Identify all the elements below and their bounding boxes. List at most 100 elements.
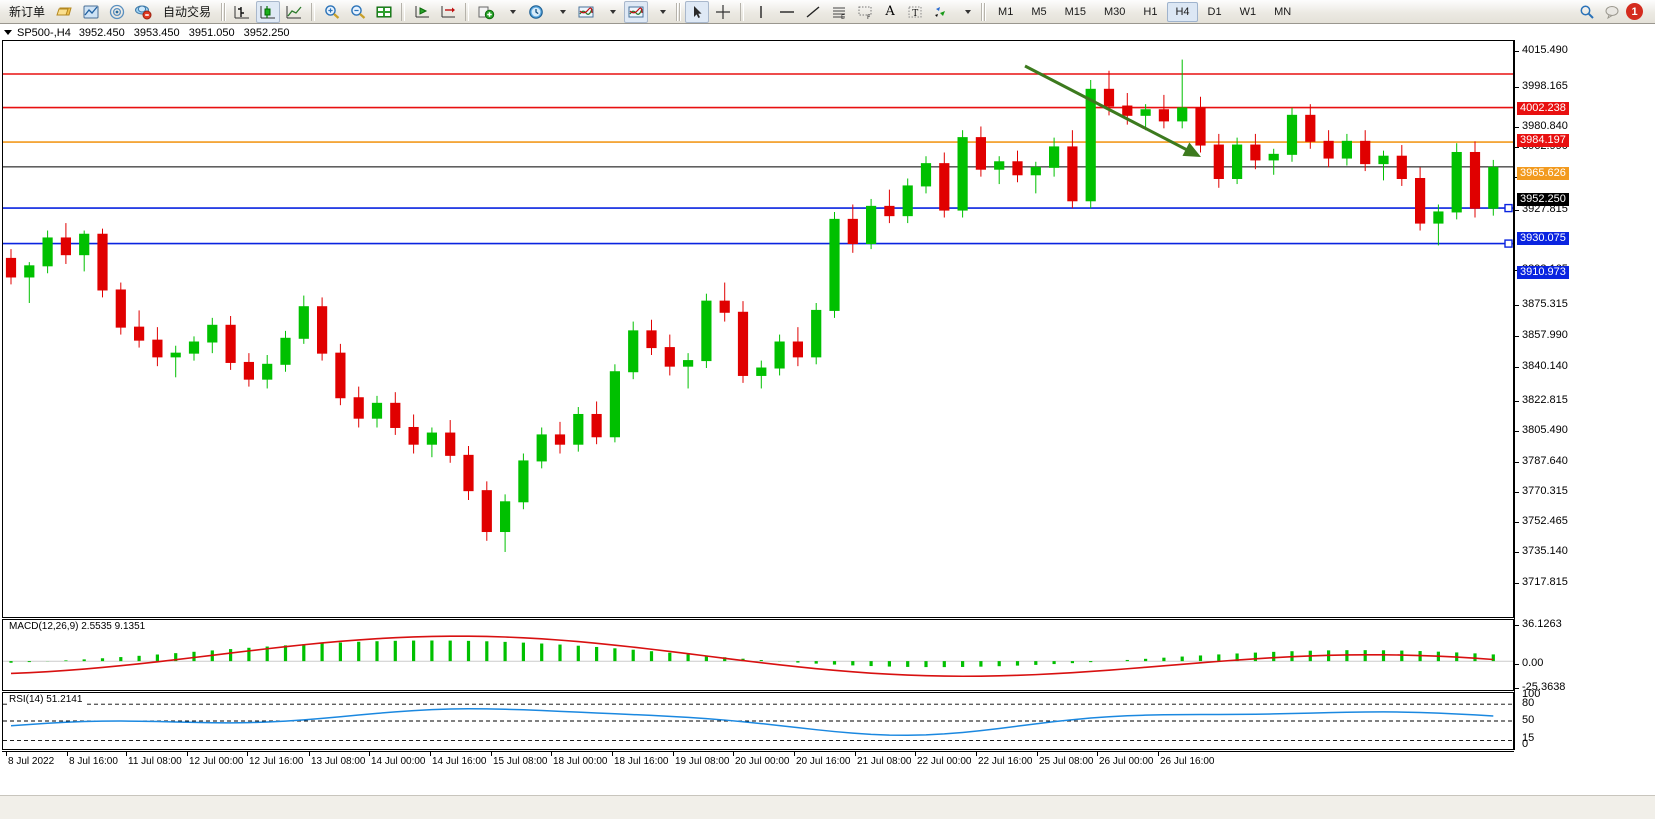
search-icon[interactable]: [1575, 1, 1599, 23]
price-level-label-blue[interactable]: 3930.075: [1517, 232, 1569, 245]
price-level-label-red[interactable]: 3984.197: [1517, 134, 1569, 147]
cursor-icon[interactable]: [685, 0, 710, 23]
zoom-out-icon[interactable]: [346, 1, 370, 23]
price-level-label-blue[interactable]: 3910.973: [1517, 266, 1569, 279]
chart-menu-caret-icon[interactable]: [4, 30, 12, 35]
candle: [115, 282, 126, 335]
folder-icon[interactable]: [53, 1, 77, 23]
templates-icon[interactable]: [574, 1, 598, 23]
rsi-pane[interactable]: RSI(14) 51.2141: [2, 692, 1514, 750]
candle: [1012, 150, 1023, 183]
trendline-icon[interactable]: [801, 1, 825, 23]
price-axis[interactable]: 4015.4903998.1653980.8403962.9903945.665…: [1514, 40, 1655, 750]
candle: [243, 353, 255, 387]
candle: [664, 334, 675, 376]
candle: [518, 453, 529, 510]
candle: [683, 353, 694, 389]
text-label-icon[interactable]: T: [903, 1, 927, 23]
price-chart-canvas: [3, 59, 1513, 552]
shapes-icon[interactable]: [929, 1, 953, 23]
candle: [975, 126, 986, 177]
chart-shift-icon[interactable]: [436, 1, 460, 23]
candle: [957, 130, 968, 218]
candle: [390, 392, 401, 435]
timeframe-m5[interactable]: M5: [1031, 5, 1047, 18]
auto-trading-button[interactable]: 自动交易: [157, 1, 217, 23]
vertical-line-icon[interactable]: [749, 1, 773, 23]
horizontal-line-icon[interactable]: [775, 1, 799, 23]
price-level-label-black[interactable]: 3952.250: [1517, 193, 1569, 206]
toolbar-grip-3[interactable]: [981, 2, 987, 21]
candle: [1268, 148, 1279, 175]
candle: [719, 282, 730, 322]
timeframe-m15[interactable]: M15: [1064, 5, 1086, 18]
candle: [737, 301, 749, 383]
candle: [1067, 130, 1078, 209]
zoom-in-icon[interactable]: [320, 1, 344, 23]
add-indicator-caret-icon[interactable]: [500, 1, 522, 23]
shapes-caret-icon[interactable]: [955, 1, 977, 23]
candle: [847, 204, 858, 253]
market-watch-icon[interactable]: [79, 1, 103, 23]
main-toolbar: 新订单 自动交易: [0, 0, 1655, 24]
toolbar-grip[interactable]: [221, 2, 227, 21]
ohlc-close: 3952.250: [243, 26, 290, 39]
candle: [994, 156, 1005, 185]
timeframe-m1[interactable]: M1: [998, 5, 1014, 18]
timeframe-mn[interactable]: MN: [1274, 5, 1292, 18]
candle: [1250, 133, 1261, 170]
candle: [1341, 133, 1353, 166]
macd-pane[interactable]: MACD(12,26,9) 2.5535 9.1351: [2, 619, 1514, 691]
add-indicator-icon[interactable]: [474, 1, 498, 23]
candle: [298, 295, 309, 344]
auto-scroll-icon[interactable]: [410, 1, 434, 23]
price-chart-pane[interactable]: [2, 40, 1514, 618]
timeframe-m30[interactable]: M30: [1104, 5, 1126, 18]
time-axis[interactable]: 8 Jul 2022 8 Jul 16:00 11 Jul 08:00 12 Jul …: [2, 751, 1514, 773]
grid-icon[interactable]: [372, 1, 396, 23]
candle: [774, 334, 785, 376]
timeframe-h4[interactable]: H4: [1167, 1, 1198, 22]
candle: [408, 414, 419, 454]
toolbar-separator-4: [740, 2, 745, 21]
toolbar-grip-2[interactable]: [676, 2, 682, 21]
period-icon[interactable]: [524, 1, 548, 23]
candle: [1451, 143, 1462, 220]
candle: [902, 178, 913, 224]
ohlc-readout: 3952.450 3953.450 3951.050 3952.250: [79, 27, 296, 39]
candle: [79, 230, 90, 272]
candle: [884, 189, 895, 224]
toolbar-right-group: 1: [1574, 1, 1653, 23]
auto-trading-icon[interactable]: [131, 1, 155, 23]
text-icon[interactable]: A: [885, 4, 895, 19]
timeframe-w1[interactable]: W1: [1239, 5, 1257, 18]
candle: [609, 364, 620, 443]
candlestick-chart-icon[interactable]: [256, 0, 281, 23]
new-order-button[interactable]: 新订单: [3, 1, 51, 23]
crosshair-icon[interactable]: [711, 1, 735, 23]
price-level-label-red[interactable]: 4002.238: [1517, 102, 1569, 115]
templates-selected-caret-icon[interactable]: [650, 1, 672, 23]
candle: [24, 262, 35, 303]
macd-label: MACD(12,26,9) 2.5535 9.1351: [7, 621, 148, 632]
timeframe-h1[interactable]: H1: [1143, 5, 1158, 18]
price-level-label-orange[interactable]: 3965.626: [1517, 167, 1569, 180]
notifications-button[interactable]: 1: [1601, 1, 1646, 23]
bar-chart-icon[interactable]: [230, 1, 254, 23]
candle: [5, 249, 17, 285]
line-chart-icon[interactable]: [282, 1, 306, 23]
timeframe-d1[interactable]: D1: [1207, 5, 1222, 18]
candle: [371, 395, 383, 428]
candle: [262, 355, 273, 389]
candle: [207, 317, 218, 354]
symbol-label: SP500-,H4: [17, 26, 71, 39]
templates-selected-icon[interactable]: [624, 0, 649, 23]
channel-icon[interactable]: F: [853, 1, 877, 23]
trend-arrow-annotation[interactable]: [1024, 64, 1201, 157]
signals-icon[interactable]: [105, 1, 129, 23]
period-caret-icon[interactable]: [550, 1, 572, 23]
candle: [426, 427, 437, 458]
timeframe-group: M1 M5 M15 M30 H1 H4 D1 W1 MN: [989, 1, 1300, 22]
fibonacci-icon[interactable]: E: [827, 1, 851, 23]
templates-caret-icon[interactable]: [600, 1, 622, 23]
